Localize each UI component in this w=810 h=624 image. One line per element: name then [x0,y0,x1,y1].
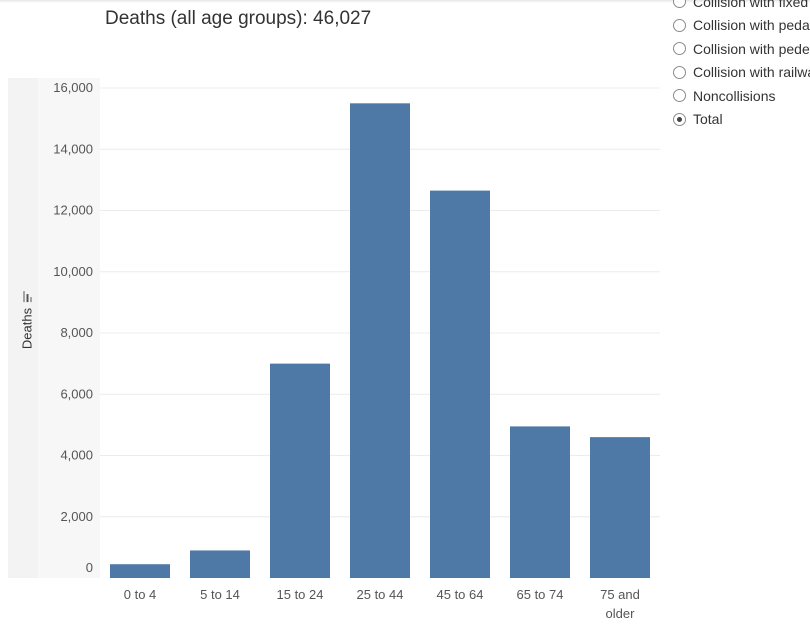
x-tick-label: 25 to 44 [357,587,404,602]
x-tick-label: 45 to 64 [437,587,484,602]
radio-option-label: Collision with pedalcyclist [693,17,810,34]
filter-radio-group: Collision with fixed object Collision wit… [673,0,810,131]
x-tick-label-line: 5 to 14 [200,587,240,602]
bar[interactable] [190,550,250,578]
y-tick-label: 16,000 [53,80,93,95]
x-tick-label-line: 45 to 64 [437,587,484,602]
radio-unselected-icon[interactable] [673,89,686,103]
bar[interactable] [350,103,410,578]
radio-unselected-icon[interactable] [673,0,686,9]
x-tick-label: 75 and older [600,587,640,621]
y-axis-label-band [8,78,38,578]
radio-option-label: Total [693,111,723,128]
bar[interactable] [270,363,330,578]
x-tick-label: 65 to 74 [517,587,564,602]
y-tick-label: 14,000 [53,141,93,156]
radio-option[interactable]: Noncollisions [673,84,810,108]
x-tick-label-line: 25 to 44 [357,587,404,602]
radio-option-label: Noncollisions [693,87,776,104]
radio-option[interactable]: Collision with fixed object [673,0,810,14]
y-tick-label: 4,000 [60,448,93,463]
y-tick-label: 2,000 [60,509,93,524]
y-tick-label: 8,000 [60,325,93,340]
radio-option-label: Collision with fixed object [693,0,810,10]
x-tick-label: 15 to 24 [277,587,324,602]
top-edge-shadow [0,0,810,3]
y-tick-label: 6,000 [60,386,93,401]
radio-option[interactable]: Collision with pedalcyclist [673,14,810,38]
x-tick-label: 5 to 14 [200,587,240,602]
radio-option-label: Collision with railway train [693,64,810,81]
radio-unselected-icon[interactable] [673,42,686,56]
radio-option[interactable]: Total [673,108,810,132]
y-tick-label: 0 [86,560,93,575]
radio-unselected-icon[interactable] [673,65,686,79]
y-axis-tick-band [38,78,100,578]
radio-option[interactable]: Collision with pedestrian [673,37,810,61]
radio-option-label: Collision with pedestrian [693,40,810,57]
x-tick-label-line: older [606,606,636,621]
bar[interactable] [110,564,170,578]
x-tick-label-line: 15 to 24 [277,587,324,602]
chart-title: Deaths (all age groups): 46,027 [105,8,372,29]
bar[interactable] [510,426,570,578]
x-tick-label-line: 75 and [600,587,640,602]
x-tick-label-line: 0 to 4 [124,587,157,602]
y-tick-label: 12,000 [53,203,93,218]
x-tick-label: 0 to 4 [124,587,157,602]
radio-unselected-icon[interactable] [673,18,686,32]
y-tick-label: 10,000 [53,264,93,279]
radio-option[interactable]: Collision with railway train [673,61,810,85]
bar[interactable] [430,190,490,578]
bar[interactable] [590,437,650,578]
radio-selected-icon[interactable] [673,112,686,126]
x-tick-label-line: 65 to 74 [517,587,564,602]
